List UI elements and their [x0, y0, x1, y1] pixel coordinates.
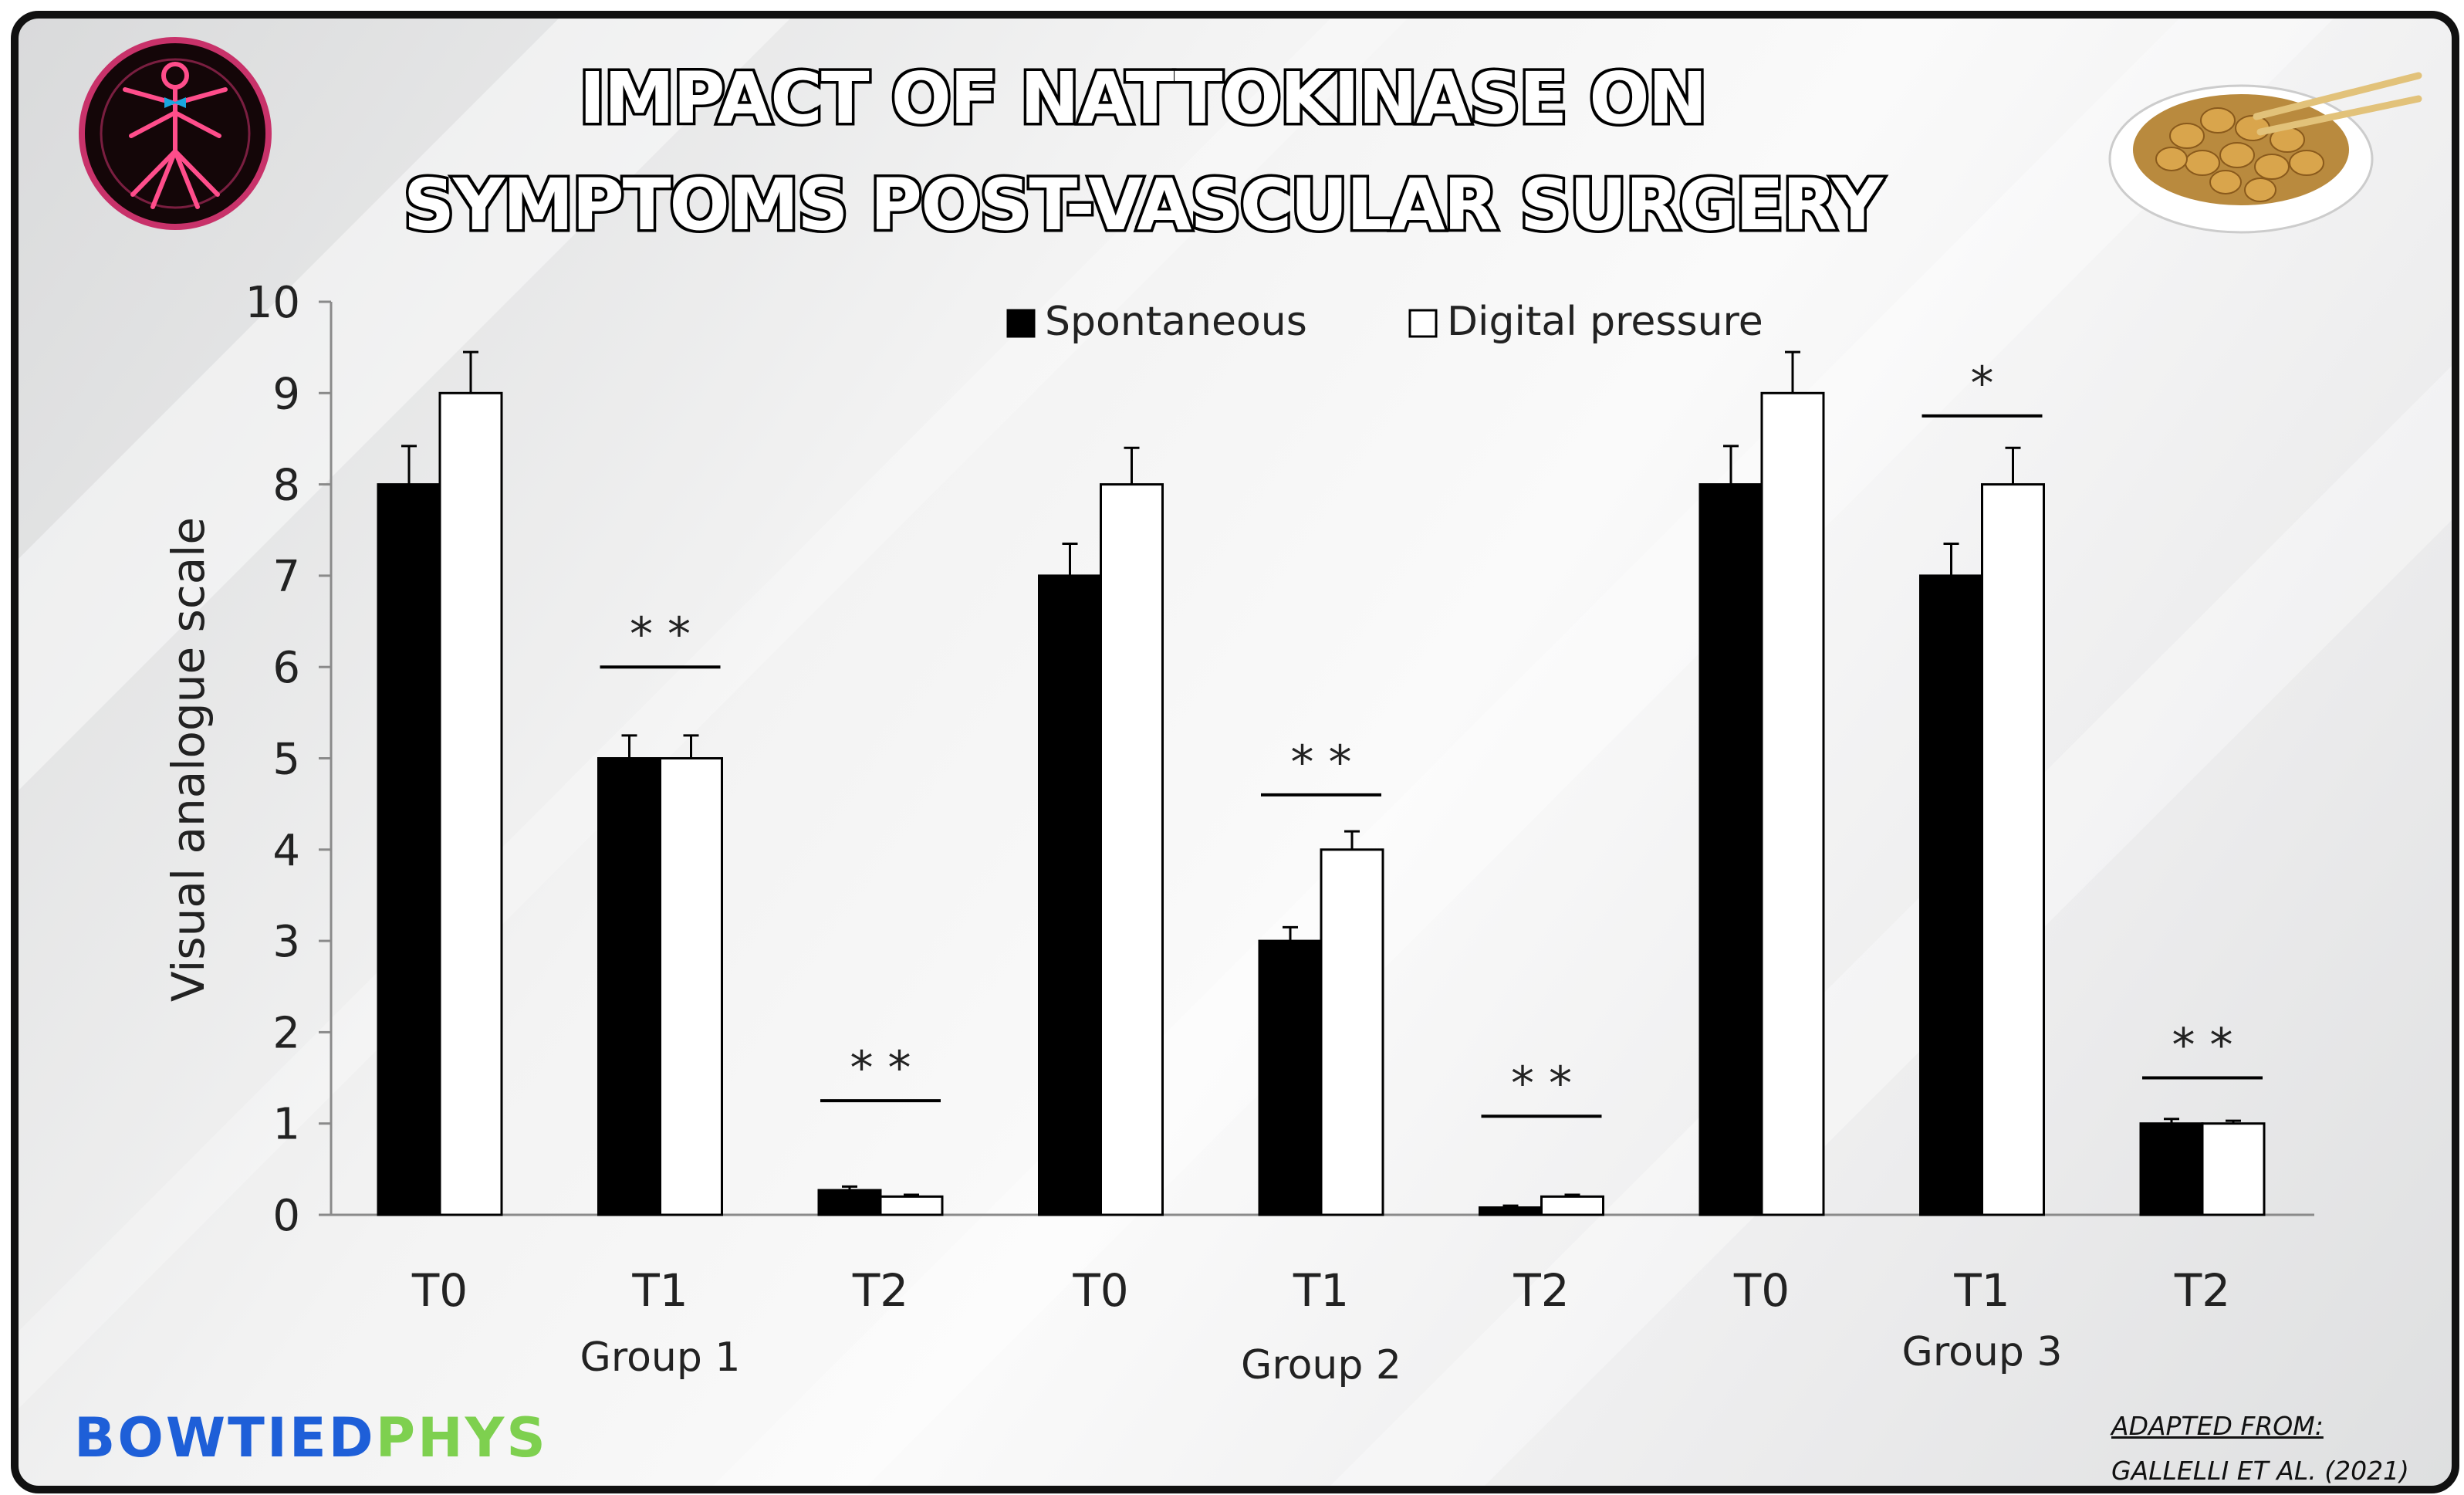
y-tick-label: 0 — [272, 1191, 300, 1241]
bar-spontaneous — [1698, 483, 1763, 1216]
legend-label: Digital pressure — [1447, 299, 1763, 345]
bar-digital-pressure — [1760, 391, 1825, 1216]
credit-line-1: ADAPTED FROM: — [2111, 1411, 2324, 1441]
x-tick-label: T1 — [1293, 1264, 1349, 1317]
y-tick-label: 9 — [272, 369, 300, 419]
y-tick-label: 5 — [272, 735, 300, 785]
bar-spontaneous — [2139, 1122, 2204, 1216]
y-tick-label: 3 — [272, 917, 300, 967]
y-tick-label: 4 — [272, 826, 300, 876]
bar-spontaneous — [377, 483, 441, 1216]
x-tick-label: T0 — [1733, 1264, 1790, 1317]
x-axis-labels: T0 T1 T2 T0 T1 T2 T0 T1 T2 Group 1 Group 2 Group 3 — [411, 1264, 2230, 1388]
bar-digital-pressure — [438, 391, 503, 1216]
group-label: Group 1 — [580, 1334, 741, 1381]
significance-annotations: * * * * * * * * * * * — [600, 357, 2263, 1118]
bar-digital-pressure — [2201, 1122, 2266, 1216]
significance-stars: * * — [1290, 736, 1351, 790]
infographic-frame: IMPACT OF NATTOKINASE ON SYMPTOMS POST-V… — [11, 11, 2459, 1493]
legend-swatch — [1408, 309, 1438, 338]
y-axis-label: Visual analogue scale — [162, 517, 215, 1002]
credit-line-2: GALLELLI ET AL. (2021) — [2111, 1456, 2409, 1486]
y-tick-label: 6 — [272, 643, 300, 693]
legend-swatch — [1006, 309, 1036, 338]
bar-spontaneous — [597, 757, 661, 1216]
x-tick-label: T2 — [2174, 1264, 2230, 1317]
title-line-1: IMPACT OF NATTOKINASE ON — [576, 55, 1710, 143]
significance-stars: * * — [850, 1041, 911, 1095]
significance-stars: * * — [2172, 1019, 2232, 1073]
y-tick-label: 2 — [272, 1008, 300, 1058]
x-tick-label: T1 — [1953, 1264, 2009, 1317]
y-tick-label: 7 — [272, 552, 300, 602]
bar-spontaneous — [1258, 939, 1323, 1216]
y-tick-label: 10 — [245, 278, 300, 328]
anatomy-figure-icon — [79, 37, 272, 230]
legend: Spontaneous Digital pressure — [1006, 299, 1763, 345]
y-axis: 0 1 2 3 4 5 6 7 8 9 10 — [245, 278, 2314, 1241]
bar-digital-pressure — [879, 1195, 944, 1216]
significance-stars: * — [1971, 357, 1994, 411]
title-line-2: SYMPTOMS POST-VASCULAR SURGERY — [401, 161, 1885, 249]
bar-digital-pressure — [1540, 1195, 1604, 1216]
bar-digital-pressure — [659, 757, 723, 1216]
error-bars — [401, 350, 2241, 1208]
significance-stars: * * — [630, 607, 691, 661]
bar-spontaneous — [1479, 1206, 1543, 1216]
legend-label: Spontaneous — [1045, 299, 1307, 345]
x-tick-label: T0 — [411, 1264, 468, 1317]
x-tick-label: T2 — [852, 1264, 908, 1317]
bar-chart: 0 1 2 3 4 5 6 7 8 9 10 * * * * * * * * * * * T0 T1 T2 T0 T1… — [162, 278, 2314, 1388]
natto-bowl-icon — [2108, 72, 2422, 234]
bar-digital-pressure — [1320, 848, 1384, 1216]
bars — [377, 391, 2266, 1216]
source-credit: ADAPTED FROM: GALLELLI ET AL. (2021) — [2111, 1404, 2409, 1486]
group-label: Group 2 — [1241, 1342, 1401, 1388]
y-tick-label: 1 — [272, 1100, 300, 1150]
bar-spontaneous — [1919, 574, 1983, 1216]
brand-logo: BOWTIEDPHYS — [74, 1406, 548, 1470]
x-tick-label: T1 — [631, 1264, 688, 1317]
significance-stars: * * — [1511, 1057, 1572, 1111]
brand-part-2: PHYS — [375, 1406, 548, 1470]
brand-part-1: BOWTIED — [74, 1406, 376, 1470]
bar-digital-pressure — [1100, 483, 1164, 1216]
bar-spontaneous — [817, 1189, 882, 1216]
bar-spontaneous — [1038, 574, 1102, 1216]
x-tick-label: T2 — [1513, 1264, 1569, 1317]
y-tick-label: 8 — [272, 461, 300, 511]
group-label: Group 3 — [1902, 1329, 2063, 1375]
x-tick-label: T0 — [1072, 1264, 1128, 1317]
bar-digital-pressure — [1981, 483, 2045, 1216]
